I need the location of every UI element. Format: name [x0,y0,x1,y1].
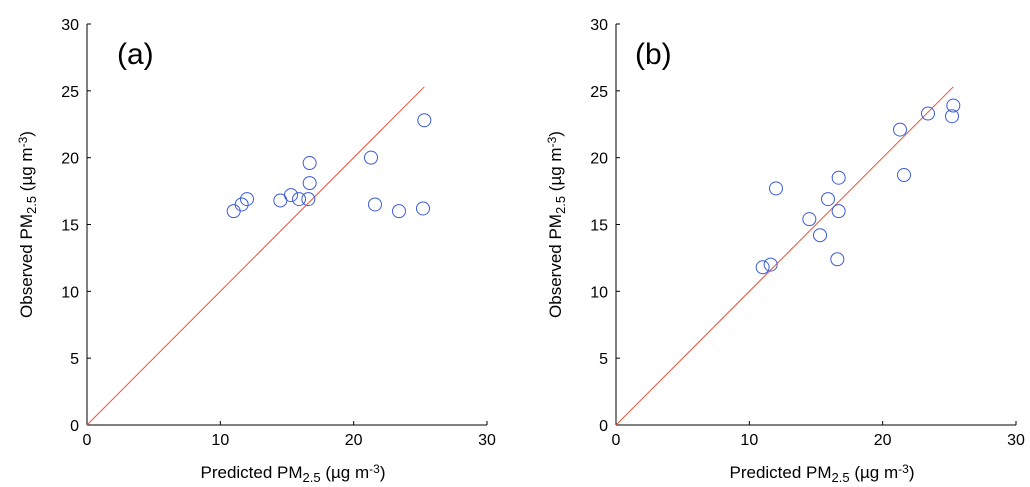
panel-label: (b) [635,38,672,71]
y-tick-label: 0 [599,418,608,435]
data-point [769,181,783,196]
data-point [813,228,827,243]
x-tick-label: 20 [345,432,363,449]
data-point [946,98,961,113]
y-tick-label: 30 [61,17,79,34]
panel-a: 0 10 20 30 0 5 10 15 20 25 30 (a) Predicted PM2.5 (µ… [16,17,496,485]
y-tick-label: 30 [590,17,608,34]
y-axis-label: Observed PM2.5 (µg m-3) [16,131,39,318]
data-point [893,122,907,137]
data-point [830,252,845,267]
data-point [368,197,382,212]
data-point [763,257,778,272]
x-tick-label: 30 [1007,432,1025,449]
y-tick-label: 15 [61,218,79,235]
y-tick-label: 15 [590,218,608,235]
data-point [821,192,835,207]
x-tick-label: 0 [83,432,92,449]
x-tick-label: 30 [478,432,496,449]
data-point [831,170,846,185]
y-tick-label: 25 [590,84,608,101]
data-point [417,113,432,128]
data-point [897,168,911,183]
panel-b: 0 10 20 30 0 5 10 15 20 25 30 (b) Predicted PM2.5 (µ… [545,17,1025,485]
x-tick-label: 10 [740,432,758,449]
y-tick-label: 5 [70,351,79,368]
x-tick-label: 10 [211,432,229,449]
y-tick-label: 10 [61,284,79,301]
x-tick-label: 20 [874,432,892,449]
data-point [802,212,817,227]
reference-line [86,86,425,426]
y-axis-label: Observed PM2.5 (µg m-3) [545,131,568,318]
data-point [921,106,935,121]
y-tick-label: 10 [590,284,608,301]
y-tick-label: 20 [61,151,79,168]
data-point [302,156,317,171]
data-point [234,197,249,212]
y-tick-label: 0 [70,418,79,435]
x-axis-label: Predicted PM2.5 (µg m-3) [730,462,915,485]
y-tick-label: 20 [590,151,608,168]
data-point [416,201,430,216]
data-point [301,192,316,207]
panel-label: (a) [117,38,154,71]
data-point [302,176,317,191]
data-point [755,260,770,275]
x-axis-label: Predicted PM2.5 (µg m-3) [201,462,386,485]
y-tick-label: 5 [599,351,608,368]
data-point [392,204,406,219]
data-point [831,204,846,219]
data-point [364,150,378,165]
x-tick-label: 0 [612,432,621,449]
data-point [240,192,254,207]
y-tick-label: 25 [61,84,79,101]
reference-line [615,86,954,426]
data-point [292,192,306,207]
data-point [284,188,298,203]
data-point [945,109,959,124]
data-point [226,204,241,219]
